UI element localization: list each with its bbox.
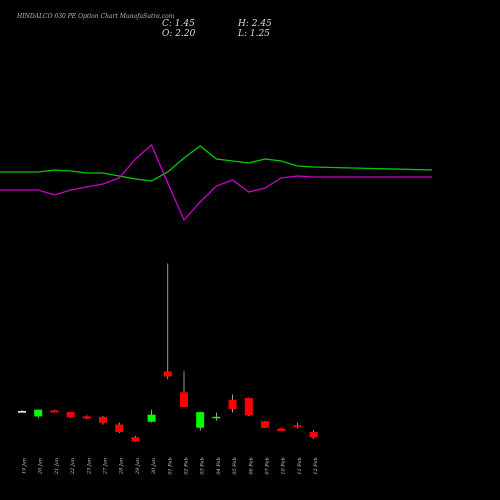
indicator-line-green [0,145,433,182]
date-label: 11 Feb [297,457,303,474]
open-value: O: 2.20 [162,29,196,39]
candle-body [180,392,188,407]
candle-body [99,416,107,423]
date-label: 07 Feb [265,457,271,474]
candle-body [147,414,156,422]
candle-body [244,398,253,416]
candle-body [34,409,43,417]
date-labels: 19 Jan 20 Jan 21 Jan 22 Jan 23 Jan 27 Jan 28 J… [22,457,320,475]
candle-body [277,428,286,431]
close-value: C: 1.45 [162,19,195,29]
candle-body [212,416,221,419]
candle-body [50,410,59,413]
date-label: 02 Feb [184,457,190,474]
date-label: 28 Jan [119,458,125,475]
date-label: 06 Feb [248,457,254,474]
chart-title: HINDALCO 630 PE Option Chart MunafaSutra… [16,13,175,20]
candles [18,263,318,442]
date-label: 01 Feb [167,457,173,474]
indicator-line-magenta [0,143,432,222]
candle-body [196,412,205,428]
candle-body [131,437,140,442]
candle-body [228,399,237,409]
date-label: 20 Jan [38,458,44,475]
high-value: H: 2.45 [237,19,272,29]
date-label: 30 Jan [151,458,157,474]
candle-body [261,421,269,428]
date-label: 21 Jan [54,458,60,475]
candle-body [66,412,75,418]
candle-body [293,425,302,428]
date-label: 23 Jan [86,458,92,475]
date-label: 27 Jan [103,458,109,475]
candle-body [18,411,26,413]
date-label: 19 Jan [22,458,28,474]
candle-body [82,416,91,419]
indicator-lines [0,143,433,222]
candle-body [115,424,124,433]
date-label: 12 Feb [313,457,319,474]
low-value: L: 1.25 [237,29,270,39]
candle-body [309,432,318,438]
date-label: 03 Feb [200,457,206,474]
date-label: 22 Jan [70,458,76,475]
date-label: 05 Feb [232,457,238,474]
date-label: 10 Feb [281,457,287,474]
date-label: 04 Feb [216,457,222,474]
candle-body [163,371,172,377]
date-label: 29 Jan [135,458,141,475]
